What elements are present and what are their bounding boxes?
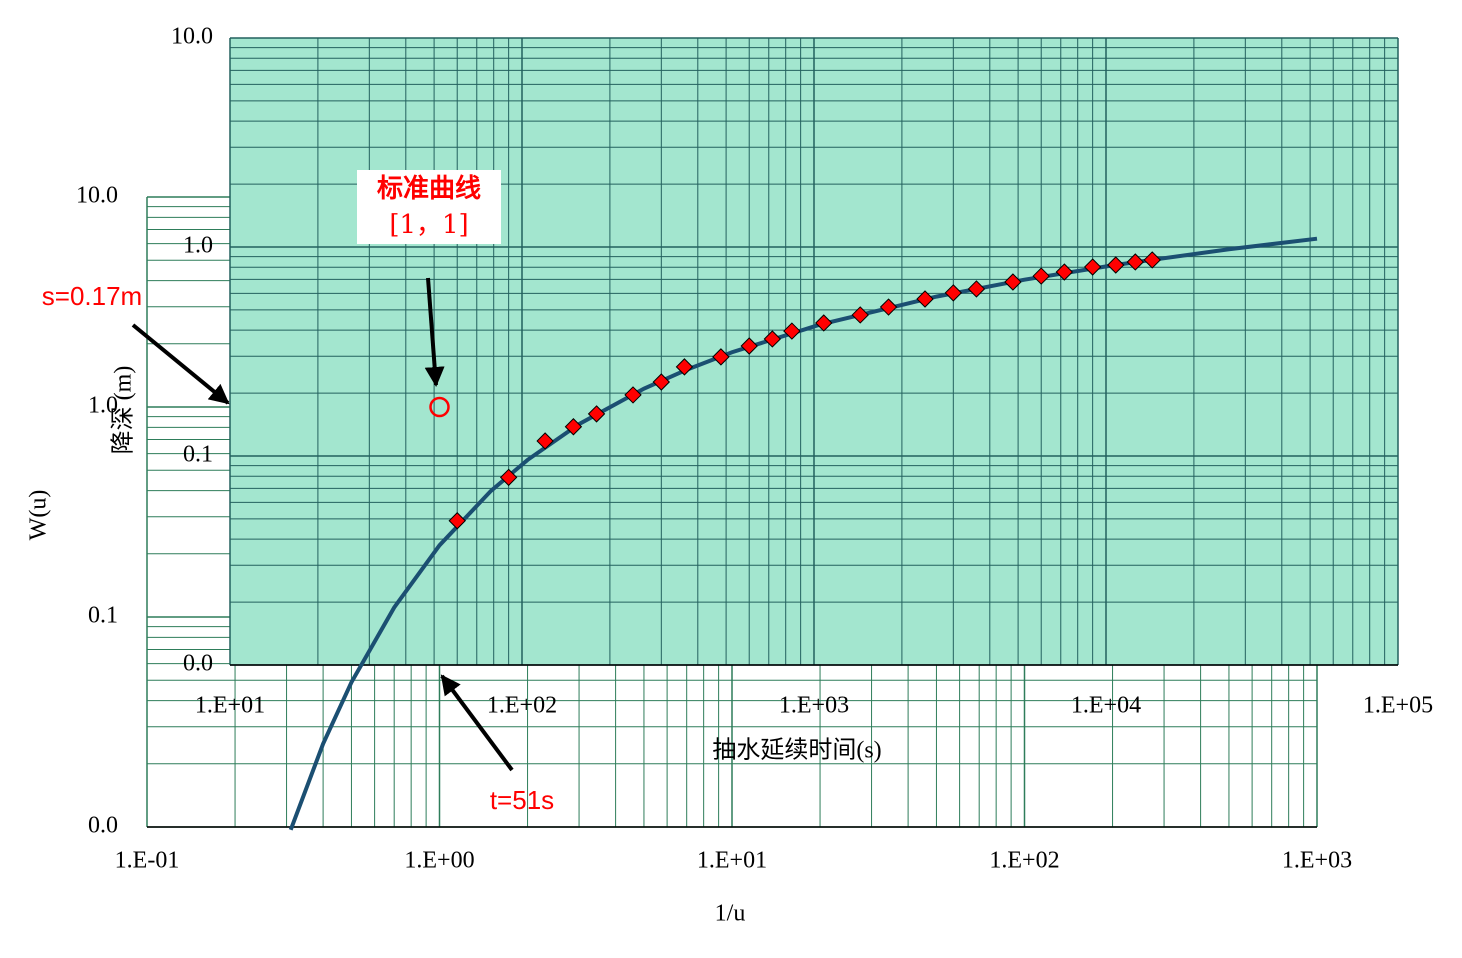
x-tick-label: 1.E+04 [1071, 693, 1141, 719]
arrow [440, 674, 514, 772]
data-point [564, 418, 583, 436]
data-point [815, 314, 833, 332]
data-point [1083, 258, 1102, 276]
y-tick-label: 0.0 [88, 813, 118, 839]
data-point [740, 337, 758, 355]
data-point [1004, 273, 1022, 291]
data-point [851, 306, 869, 324]
x-tick-label: 1.E+02 [487, 693, 557, 719]
data-point [587, 405, 606, 423]
y-tick-label: 0.1 [88, 603, 118, 629]
data-point [1126, 253, 1145, 271]
data-point [763, 330, 782, 348]
x-tick-label: 1.E+03 [779, 693, 849, 719]
annotation-box [357, 170, 501, 244]
data-point [967, 280, 986, 298]
data-point [783, 322, 801, 340]
data-point [1107, 256, 1125, 274]
data-point [652, 373, 671, 391]
overlay [288, 236, 1318, 831]
x-tick-label: 1.E+01 [697, 848, 767, 874]
data-point [1032, 267, 1050, 285]
data-chart: 1.E+01 1.E+02 1.E+03 1.E+04 1.E+05 0.0 0.1 1.0 1… [110, 24, 1434, 764]
data-point [712, 348, 730, 366]
data-point [1055, 263, 1074, 281]
data-point [675, 358, 694, 376]
data-point [944, 284, 963, 302]
x-tick-label: 1.E+05 [1363, 693, 1433, 719]
annotation: 标准曲线 [377, 174, 481, 204]
data-point [624, 386, 642, 404]
y-tick-label: 0.0 [183, 651, 213, 677]
x-tick-label: 1.E+03 [1282, 848, 1352, 874]
y-tick-label: 10.0 [76, 183, 118, 209]
annotations: 标准曲线 [1，1] s=0.17m t=51s [42, 170, 554, 815]
x-axis-title: 1/u [715, 901, 746, 927]
y-axis-title: W(u) [26, 490, 52, 541]
data-point [536, 432, 554, 450]
x-axis-title: 抽水延续时间(s) [712, 737, 881, 764]
x-tick-label: 1.E+02 [989, 848, 1059, 874]
arrow [424, 277, 445, 387]
data-point [916, 290, 934, 308]
x-tick-label: 1.E-01 [115, 848, 180, 874]
x-tick-label: 1.E+01 [195, 693, 265, 719]
annotation: [1，1] [389, 210, 468, 240]
x-tick-label: 1.E+00 [404, 848, 474, 874]
y-tick-label: 1.0 [183, 233, 213, 259]
match-point [429, 396, 450, 418]
annotation: s=0.17m [42, 281, 142, 311]
arrow [131, 323, 230, 405]
data-point [499, 468, 518, 487]
y-tick-label: 1.0 [88, 393, 118, 419]
type-curve [288, 236, 1318, 831]
annotation: t=51s [490, 785, 554, 815]
data-point [879, 298, 898, 316]
data-point [1143, 251, 1161, 269]
y-axis-title: 降深 (m) [110, 366, 137, 455]
y-tick-label: 0.1 [183, 442, 213, 468]
data-point [448, 512, 466, 530]
y-tick-label: 10.0 [171, 24, 213, 50]
